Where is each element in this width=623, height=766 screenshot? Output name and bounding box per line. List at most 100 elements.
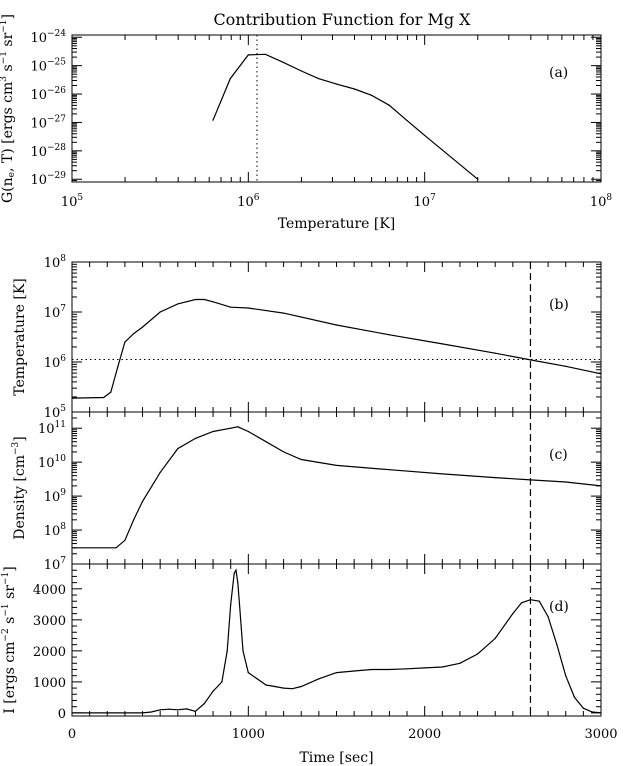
panel-d-frame [71, 563, 602, 717]
data-point-d [441, 666, 443, 668]
y-axis-label: I [ergs cm−2 s−1 sr−1] [1, 566, 19, 713]
panel-label-c: (c) [549, 447, 568, 463]
figure-title: Contribution Function for Mg X [213, 10, 471, 29]
panel-b-frame [71, 261, 602, 413]
data-point-d [247, 671, 249, 674]
data-point-a [300, 70, 303, 72]
panels: 105 106 107 108 10−29 10−28 10−27 10−26 10−25 10−… [0, 14, 618, 766]
y-axis-label: Temperature [K] [12, 278, 28, 396]
x-tick-label: 108 [590, 193, 613, 210]
data-point-d [547, 616, 549, 618]
y-tick-label: 108 [44, 254, 67, 271]
data-point-d [141, 712, 144, 714]
y-tick-label: 107 [44, 556, 67, 573]
y-tick-label: 10−29 [30, 171, 66, 188]
data-point-d [388, 668, 390, 671]
data-point-d [71, 712, 73, 714]
data-point-d [512, 613, 514, 615]
data-point-c [529, 479, 532, 481]
data-point-d [476, 653, 479, 655]
data-point-c [212, 430, 214, 433]
data-point-a [336, 83, 339, 85]
data-point-d [233, 572, 235, 574]
data-point-d [221, 681, 223, 683]
x-tick-label: 2000 [408, 727, 441, 742]
x-tick-label: 105 [61, 193, 84, 210]
data-point-c [194, 437, 197, 440]
data-point-d [150, 711, 152, 713]
x-tick-label: 106 [237, 193, 260, 210]
data-point-c [441, 473, 443, 475]
data-point-c [230, 427, 232, 429]
data-point-a [353, 88, 356, 90]
data-point-d [300, 685, 302, 688]
data-point-c [237, 426, 239, 428]
data-point-a [264, 53, 267, 55]
data-point-d [203, 702, 205, 705]
data-point-b [159, 311, 161, 313]
data-point-c [159, 471, 161, 473]
y-tick-label: 105 [44, 404, 67, 421]
data-point-d [529, 599, 532, 601]
data-point-d [235, 569, 237, 571]
data-point-c [388, 469, 390, 471]
y-tick-label: 1010 [38, 454, 66, 471]
data-point-b [110, 391, 112, 393]
panel-label-d: (d) [549, 599, 569, 615]
data-point-d [371, 668, 373, 671]
data-point-c [283, 451, 285, 453]
data-point-d [591, 711, 593, 713]
data-point-d [459, 662, 461, 664]
data-point-b [494, 352, 496, 354]
panel-a-frame [71, 34, 602, 183]
data-point-a [317, 77, 320, 80]
data-point-a [282, 61, 284, 64]
x-tick-label: 1000 [232, 727, 265, 742]
data-point-c [565, 481, 567, 483]
data-point-a [247, 54, 249, 56]
y-tick-label: 10−25 [30, 58, 66, 75]
data-point-c [265, 441, 267, 443]
data-point-d [521, 602, 523, 604]
data-point-a [370, 94, 373, 96]
y-tick-label: 3000 [33, 614, 66, 629]
x-axis-label: Time [sec] [299, 750, 373, 766]
data-point-a [477, 178, 479, 180]
data-point-d [335, 671, 338, 674]
data-point-b [212, 301, 214, 303]
data-point-d [424, 667, 426, 669]
data-point-b [141, 326, 144, 328]
data-point-d [238, 603, 241, 605]
data-point-b [71, 397, 73, 399]
data-point-d [291, 688, 294, 690]
data-point-d [353, 670, 355, 672]
data-point-d [582, 707, 584, 709]
data-point-d [573, 696, 576, 698]
panel-b: 105 106 107 108 Temperature [K] (b) [12, 254, 602, 421]
data-point-d [556, 644, 558, 646]
data-point-c [177, 448, 179, 450]
data-point-d [565, 675, 567, 677]
data-point-c [115, 547, 117, 549]
y-tick-label: 10−28 [30, 143, 66, 160]
y-tick-label: 1000 [33, 676, 66, 691]
y-tick-label: 108 [44, 522, 67, 539]
data-point-d [406, 668, 408, 670]
data-point-b [203, 298, 205, 301]
panel-c: 107 108 109 1010 1011 Density [cm−3] (c) [11, 411, 602, 573]
data-point-d [242, 650, 244, 652]
data-point-a [406, 119, 408, 121]
data-point-d [186, 708, 188, 710]
data-point-b [529, 359, 532, 361]
data-point-b [441, 343, 443, 345]
y-axis-label: Density [cm−3] [11, 436, 29, 540]
data-point-d [265, 684, 267, 686]
data-point-d [230, 603, 232, 605]
data-point-d [159, 709, 161, 711]
data-point-b [283, 312, 285, 314]
data-point-b [335, 324, 338, 326]
data-point-c [300, 458, 302, 461]
data-point-b [230, 306, 232, 308]
data-point-a [212, 119, 214, 121]
